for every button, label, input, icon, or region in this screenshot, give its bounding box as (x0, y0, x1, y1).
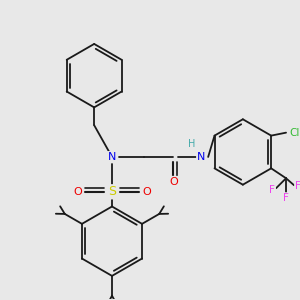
Text: F: F (295, 181, 300, 191)
Text: F: F (269, 185, 275, 195)
Text: O: O (142, 187, 151, 196)
Text: O: O (73, 187, 82, 196)
Text: O: O (169, 177, 178, 187)
Text: F: F (283, 193, 289, 203)
Text: H: H (188, 139, 195, 149)
Text: N: N (108, 152, 116, 162)
Text: S: S (108, 185, 116, 198)
Text: Cl: Cl (290, 128, 300, 138)
Text: N: N (197, 152, 206, 162)
